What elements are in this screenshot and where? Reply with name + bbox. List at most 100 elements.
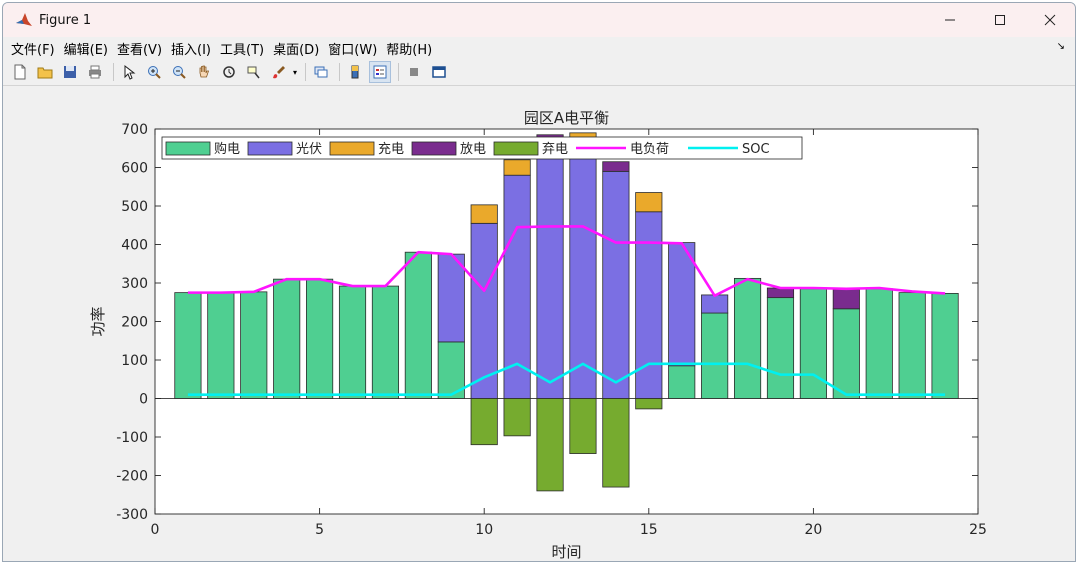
rotate-3d-icon[interactable]: [218, 61, 240, 83]
bar-charge: [470, 204, 498, 224]
chart-svg: -300 -200 -100 0 100 200 300 400 500 600 700 0 5 10 15…: [89, 109, 987, 561]
legend-swatch-pv: [247, 141, 293, 156]
menu-insert[interactable]: 插入(I): [171, 42, 212, 58]
bar-buy: [404, 251, 432, 399]
y-tick-label: -200: [116, 469, 148, 485]
bar-buy: [898, 292, 926, 399]
legend-swatch-buy: [165, 141, 211, 156]
bar-buy: [733, 277, 762, 399]
y-axis-label: 功率: [89, 306, 107, 336]
legend-label-soc: SOC: [742, 142, 770, 157]
bar-pv: [536, 155, 564, 399]
legend-label-pv: 光伏: [296, 142, 322, 157]
bar-pv: [437, 253, 465, 343]
bar-buy: [174, 292, 202, 399]
new-figure-icon[interactable]: [9, 61, 31, 83]
menu-tools[interactable]: 工具(T): [220, 42, 265, 58]
brush-dropdown-icon[interactable]: ▾: [293, 67, 298, 77]
data-cursor-icon[interactable]: [243, 61, 265, 83]
line-load: [187, 225, 946, 298]
colorbar-icon[interactable]: [344, 61, 366, 83]
minimize-icon: [945, 19, 955, 21]
save-icon[interactable]: [59, 61, 81, 83]
bar-curtail: [635, 398, 663, 410]
open-icon[interactable]: [34, 61, 56, 83]
x-tick-label: 25: [969, 522, 987, 538]
legend-label-curtail: 弃电: [542, 142, 568, 157]
toolbar-separator: [305, 63, 307, 81]
menu-desktop[interactable]: 桌面(D): [273, 42, 320, 58]
x-tick-label: 20: [804, 522, 822, 538]
bar-buy: [865, 288, 893, 399]
menu-view[interactable]: 查看(V): [116, 42, 163, 58]
bar-buy: [799, 288, 827, 399]
x-tick-label: 10: [475, 522, 493, 538]
brush-icon[interactable]: [268, 61, 290, 83]
close-button[interactable]: [1025, 3, 1075, 37]
x-axis-label: 时间: [551, 543, 581, 561]
dock-arrow-icon[interactable]: ↘: [1056, 41, 1065, 52]
y-tick-label: 300: [121, 276, 148, 292]
y-tick-label: 700: [121, 122, 148, 138]
bar-curtail: [536, 398, 564, 492]
menu-help[interactable]: 帮助(H): [386, 42, 433, 58]
legend-swatch-charge: [329, 141, 375, 156]
y-tick-label: 200: [121, 315, 148, 331]
x-tick-label: 0: [151, 522, 160, 538]
pointer-icon[interactable]: [118, 61, 140, 83]
bar-pv: [503, 174, 531, 399]
pan-hand-icon[interactable]: [193, 61, 215, 83]
bar-buy: [273, 278, 301, 399]
bar-buy: [338, 285, 367, 399]
title-bar: Figure 1: [3, 3, 1075, 37]
close-icon: [1044, 14, 1056, 26]
bar-charge: [503, 159, 531, 176]
zoom-out-icon[interactable]: [168, 61, 190, 83]
bar-buy: [701, 312, 729, 399]
bar-buy: [832, 308, 860, 399]
legend-box: [161, 136, 803, 160]
toolbar-separator: [398, 63, 400, 81]
link-icon[interactable]: [310, 61, 332, 83]
window-title: Figure 1: [39, 12, 92, 28]
hide-tools-icon[interactable]: [403, 61, 425, 83]
maximize-button[interactable]: [975, 3, 1025, 37]
toolbar: ▾: [3, 59, 1075, 86]
matlab-logo-icon: [16, 13, 32, 26]
bar-buy: [207, 292, 235, 399]
bar-pv: [701, 294, 729, 314]
zoom-in-icon[interactable]: [143, 61, 165, 83]
bar-curtail: [602, 398, 630, 488]
figure-canvas: -300 -200 -100 0 100 200 300 400 500 600 700 0 5 10 15…: [3, 91, 1075, 561]
menu-window[interactable]: 窗口(W): [328, 42, 378, 58]
minimize-button[interactable]: [925, 3, 975, 37]
bar-discharge: [602, 161, 630, 172]
menu-edit[interactable]: 编辑(E): [63, 42, 108, 58]
bar-discharge: [832, 289, 860, 310]
bar-buy: [931, 292, 959, 399]
bar-curtail: [470, 398, 498, 446]
legend-swatch-discharge: [411, 141, 457, 156]
y-tick-label: 600: [121, 161, 148, 177]
y-tick-label: 400: [121, 238, 148, 254]
legend-label-discharge: 放电: [460, 142, 486, 157]
bar-pv: [602, 170, 630, 399]
bar-buy: [766, 297, 795, 399]
legend-label-load: 电负荷: [630, 142, 669, 157]
bar-curtail: [569, 398, 597, 454]
x-tick-label: 5: [315, 522, 324, 538]
legend-icon[interactable]: [369, 61, 392, 83]
menu-file[interactable]: 文件(F): [11, 42, 55, 58]
bar-curtail: [503, 398, 531, 437]
legend-label-buy: 购电: [214, 141, 240, 157]
bar-buy: [306, 278, 334, 399]
toolbar-separator: [113, 63, 114, 81]
y-tick-label: 500: [121, 199, 148, 215]
dock-figure-icon[interactable]: [428, 61, 450, 83]
print-icon[interactable]: [84, 61, 106, 83]
y-tick-label: 100: [121, 353, 148, 369]
bar-buy: [240, 291, 268, 399]
bar-buy: [371, 285, 400, 399]
menu-bar: 文件(F) 编辑(E) 查看(V) 插入(I) 工具(T) 桌面(D) 窗口(W…: [3, 37, 1075, 59]
